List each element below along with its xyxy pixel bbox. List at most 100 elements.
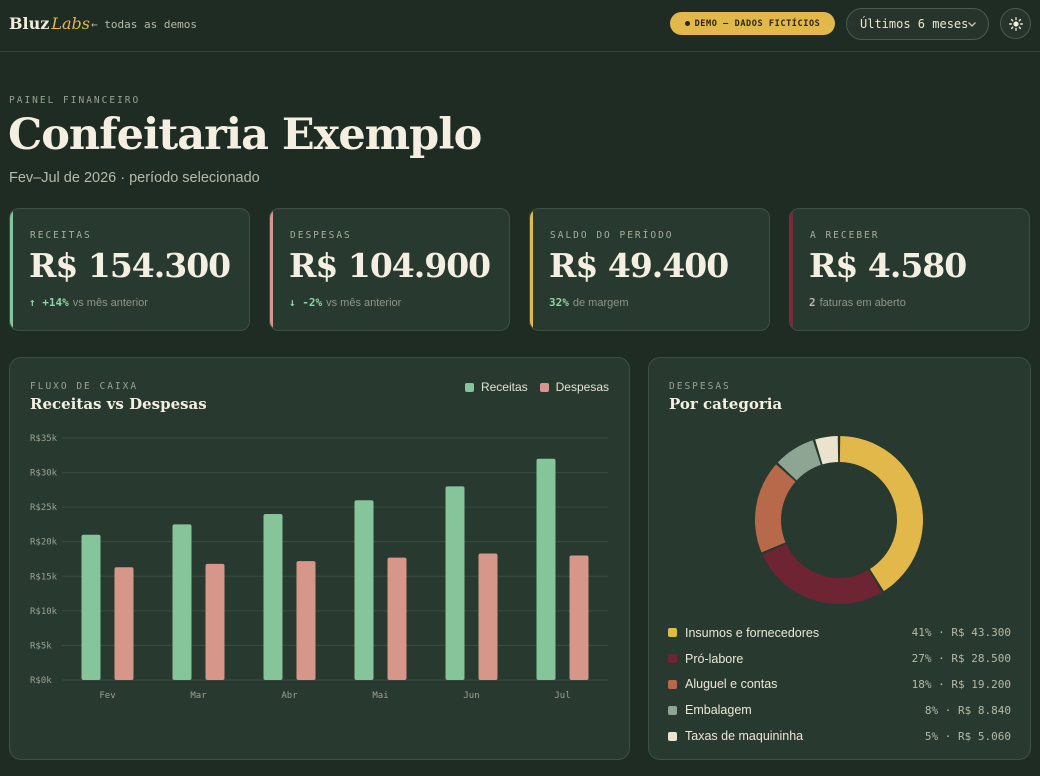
category-row[interactable]: Insumos e fornecedores 41% · R$ 43.300	[668, 620, 1011, 646]
expense-donut-chart	[755, 436, 923, 604]
legend-label: Receitas	[480, 380, 528, 394]
categories-panel: DESPESAS Por categoria Insumos e fornece…	[648, 357, 1031, 760]
period-select-value: Últimos 6 meses	[860, 17, 969, 31]
bar-receitas[interactable]	[536, 458, 556, 680]
y-tick-label: R$0k	[30, 676, 52, 686]
kpi-delta: 2	[809, 296, 816, 309]
legend-swatch	[464, 382, 474, 392]
bar-despesas[interactable]	[114, 567, 134, 680]
kpi-label: A RECEBER	[810, 230, 880, 241]
kpi-footnote: ↓ -2% vs mês anterior	[289, 296, 401, 309]
category-amount: 41% · R$ 43.300	[911, 626, 1011, 640]
kpi-value: R$ 154.300	[29, 246, 231, 285]
x-tick-label: Jun	[463, 691, 479, 701]
kpi-delta: 32%	[549, 296, 569, 309]
category-row[interactable]: Taxas de maquininha 5% · R$ 5.060	[668, 723, 1011, 749]
donut-slice[interactable]	[815, 436, 839, 465]
bar-receitas[interactable]	[81, 534, 101, 680]
y-tick-label: R$30k	[30, 469, 58, 479]
brand-suffix: Labs	[51, 14, 90, 33]
cashflow-eyebrow: FLUXO DE CAIXA	[30, 381, 139, 392]
x-tick-label: Abr	[281, 691, 298, 701]
kpi-footnote: ↑ +14% vs mês anterior	[29, 296, 148, 309]
category-swatch	[668, 705, 677, 715]
y-tick-label: R$25k	[30, 503, 58, 513]
page-title: Confeitaria Exemplo	[8, 110, 482, 160]
donut-slice[interactable]	[839, 436, 923, 592]
bar-receitas[interactable]	[354, 500, 374, 680]
category-row[interactable]: Pró-labore 27% · R$ 28.500	[668, 646, 1011, 672]
legend-item-despesas[interactable]: Despesas	[539, 380, 609, 394]
theme-toggle-button[interactable]	[1000, 8, 1031, 39]
kpi-footnote: 32% de margem	[549, 296, 629, 309]
kpi-footnote: 2 faturas em aberto	[809, 296, 906, 309]
sun-icon	[1008, 16, 1023, 31]
cashflow-title: Receitas vs Despesas	[30, 395, 207, 413]
bar-despesas[interactable]	[205, 563, 225, 680]
badge-dot-icon	[684, 21, 690, 26]
demo-badge: DEMO — DADOS FICTÍCIOS	[670, 12, 835, 35]
legend-label: Despesas	[555, 380, 609, 394]
kpi-value: R$ 104.900	[289, 246, 491, 285]
demo-badge-label: DEMO — DADOS FICTÍCIOS	[694, 18, 821, 29]
chart-legend: Receitas Despesas	[464, 380, 609, 394]
back-to-demos-link[interactable]: ← todas as demos	[91, 18, 197, 31]
brand-logo[interactable]: Bluz Labs	[9, 14, 90, 33]
category-swatch	[668, 628, 677, 638]
kpi-accent	[10, 209, 13, 330]
category-label: Pró-labore	[685, 651, 744, 666]
categories-eyebrow: DESPESAS	[669, 381, 731, 392]
bar-receitas[interactable]	[263, 514, 283, 680]
kpi-label: RECEITAS	[30, 230, 92, 241]
category-label: Embalagem	[685, 703, 752, 718]
category-list: Insumos e fornecedores 41% · R$ 43.300 Pró…	[668, 620, 1011, 749]
brand-name: Bluz	[9, 14, 50, 33]
kpi-card-saldo: SALDO DO PERÍODO R$ 49.400 32% de margem	[529, 208, 770, 331]
kpi-card-receitas: RECEITAS R$ 154.300 ↑ +14% vs mês anterio…	[9, 208, 250, 331]
category-amount: 27% · R$ 28.500	[911, 652, 1011, 666]
category-swatch	[668, 654, 677, 664]
y-tick-label: R$20k	[30, 538, 58, 548]
donut-slice[interactable]	[755, 464, 796, 553]
x-tick-label: Fev	[99, 691, 115, 701]
kpi-accent	[270, 209, 273, 330]
y-tick-label: R$10k	[30, 607, 58, 617]
bar-receitas[interactable]	[445, 486, 465, 680]
kpi-value: R$ 4.580	[809, 246, 967, 285]
bar-despesas[interactable]	[478, 553, 498, 680]
category-amount: 18% · R$ 19.200	[911, 677, 1011, 691]
y-tick-label: R$15k	[30, 572, 58, 582]
category-label: Insumos e fornecedores	[685, 625, 820, 640]
kpi-accent	[790, 209, 793, 330]
category-row[interactable]: Aluguel e contas 18% · R$ 19.200	[668, 672, 1011, 698]
kpi-note: vs mês anterior	[72, 297, 148, 309]
categories-title: Por categoria	[669, 395, 783, 413]
cashflow-bar-chart: R$0k R$5k R$10k R$15k R$20k R$25k R$30k R$35k Fe…	[30, 434, 608, 701]
kpi-delta: ↓ -2%	[289, 296, 323, 309]
bar-receitas[interactable]	[172, 524, 192, 680]
category-label: Aluguel e contas	[685, 677, 778, 692]
bar-despesas[interactable]	[387, 557, 407, 680]
bar-despesas[interactable]	[296, 561, 316, 680]
category-swatch	[668, 679, 677, 689]
legend-item-receitas[interactable]: Receitas	[464, 380, 528, 394]
y-tick-label: R$35k	[30, 434, 58, 444]
page-subtitle: Fev–Jul de 2026 · período selecionado	[9, 170, 260, 186]
chevron-down-icon	[968, 22, 976, 27]
kpi-note: de margem	[572, 297, 629, 309]
period-select[interactable]: Últimos 6 meses	[846, 8, 989, 40]
kpi-delta: ↑ +14%	[29, 296, 69, 309]
legend-swatch	[539, 382, 549, 392]
y-tick-label: R$5k	[30, 641, 52, 651]
category-row[interactable]: Embalagem 8% · R$ 8.840	[668, 697, 1011, 723]
category-swatch	[668, 731, 677, 741]
bar-despesas[interactable]	[569, 555, 589, 680]
x-tick-label: Mai	[372, 691, 388, 701]
kpi-note: vs mês anterior	[326, 297, 402, 309]
category-amount: 5% · R$ 5.060	[924, 729, 1011, 743]
donut-slice[interactable]	[777, 440, 821, 481]
kpi-card-despesas: DESPESAS R$ 104.900 ↓ -2% vs mês anterior	[269, 208, 510, 331]
donut-slice[interactable]	[762, 544, 882, 604]
kpi-note: faturas em aberto	[819, 297, 906, 309]
category-label: Taxas de maquininha	[685, 729, 804, 744]
